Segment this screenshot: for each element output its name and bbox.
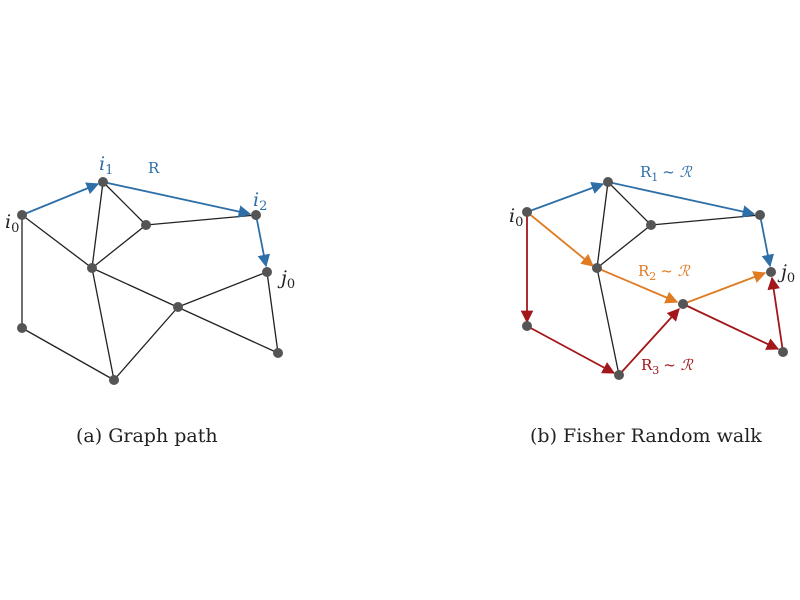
label-i0: i0 [509, 205, 523, 230]
path-arrow [682, 271, 767, 305]
edge [91, 267, 115, 381]
panel-b-path-r2 [526, 211, 767, 305]
path-arrow [255, 214, 271, 268]
node [141, 220, 151, 230]
path-arrow [759, 214, 775, 268]
panel-b-edges [596, 181, 761, 376]
edge [102, 181, 147, 226]
node [778, 347, 788, 357]
panel-a-graph: i0 i1 R i2 j0 (a) Graph path [5, 153, 295, 447]
path-arrow [607, 181, 756, 218]
node-j0 [262, 267, 272, 277]
node-i1 [98, 177, 108, 187]
edge [607, 181, 652, 226]
panel-a-nodes [17, 177, 283, 385]
caption-a: (a) Graph path [76, 425, 218, 447]
label-r2: R2 ~ ℛ [638, 262, 691, 283]
label-r3: R3 ~ ℛ [641, 356, 694, 377]
edge [596, 224, 652, 269]
edge [113, 306, 179, 381]
node [273, 348, 283, 358]
edge [596, 267, 620, 376]
path-arrow [596, 267, 679, 304]
path-arrow [618, 308, 680, 376]
node [592, 263, 602, 273]
node [87, 263, 97, 273]
edge [91, 181, 104, 269]
panel-b-path-r1 [526, 181, 775, 268]
node [678, 299, 688, 309]
node [522, 321, 532, 331]
panel-a-path [21, 181, 271, 268]
edge [21, 327, 115, 381]
panel-a-edges [21, 181, 279, 381]
node-i0 [17, 210, 27, 220]
node-i2 [251, 210, 261, 220]
label-i1: i1 [99, 153, 113, 178]
path-arrow [21, 182, 100, 216]
label-j0: j0 [277, 267, 295, 292]
edge [91, 224, 147, 269]
path-arrow [682, 303, 780, 350]
path-arrow [767, 276, 784, 353]
panel-b-graph: i0 R1 ~ ℛ R2 ~ ℛ R3 ~ ℛ j0 (b) Fisher Rando… [509, 163, 795, 447]
node [17, 323, 27, 333]
path-arrow [526, 325, 616, 374]
node-j0 [766, 267, 776, 277]
node [109, 375, 119, 385]
edge [177, 271, 268, 308]
node [603, 177, 613, 187]
node [646, 220, 656, 230]
edge [266, 271, 279, 354]
node-i0 [522, 207, 532, 217]
edge [650, 214, 761, 226]
path-arrow [526, 182, 605, 213]
edge [596, 181, 609, 269]
label-r: R [148, 159, 160, 177]
node [173, 302, 183, 312]
node [614, 370, 624, 380]
panel-b-nodes [522, 177, 788, 380]
caption-b: (b) Fisher Random walk [530, 425, 762, 447]
path-arrow [102, 181, 252, 218]
label-j0: j0 [777, 261, 795, 286]
panel-b-path-r3 [520, 212, 784, 376]
node [755, 210, 765, 220]
label-i2: i2 [253, 189, 267, 214]
path-arrow [526, 211, 594, 267]
label-r1: R1 ~ ℛ [640, 163, 693, 184]
edge [145, 214, 257, 226]
label-i0: i0 [5, 211, 19, 236]
edge [91, 267, 279, 354]
edge [21, 214, 93, 269]
